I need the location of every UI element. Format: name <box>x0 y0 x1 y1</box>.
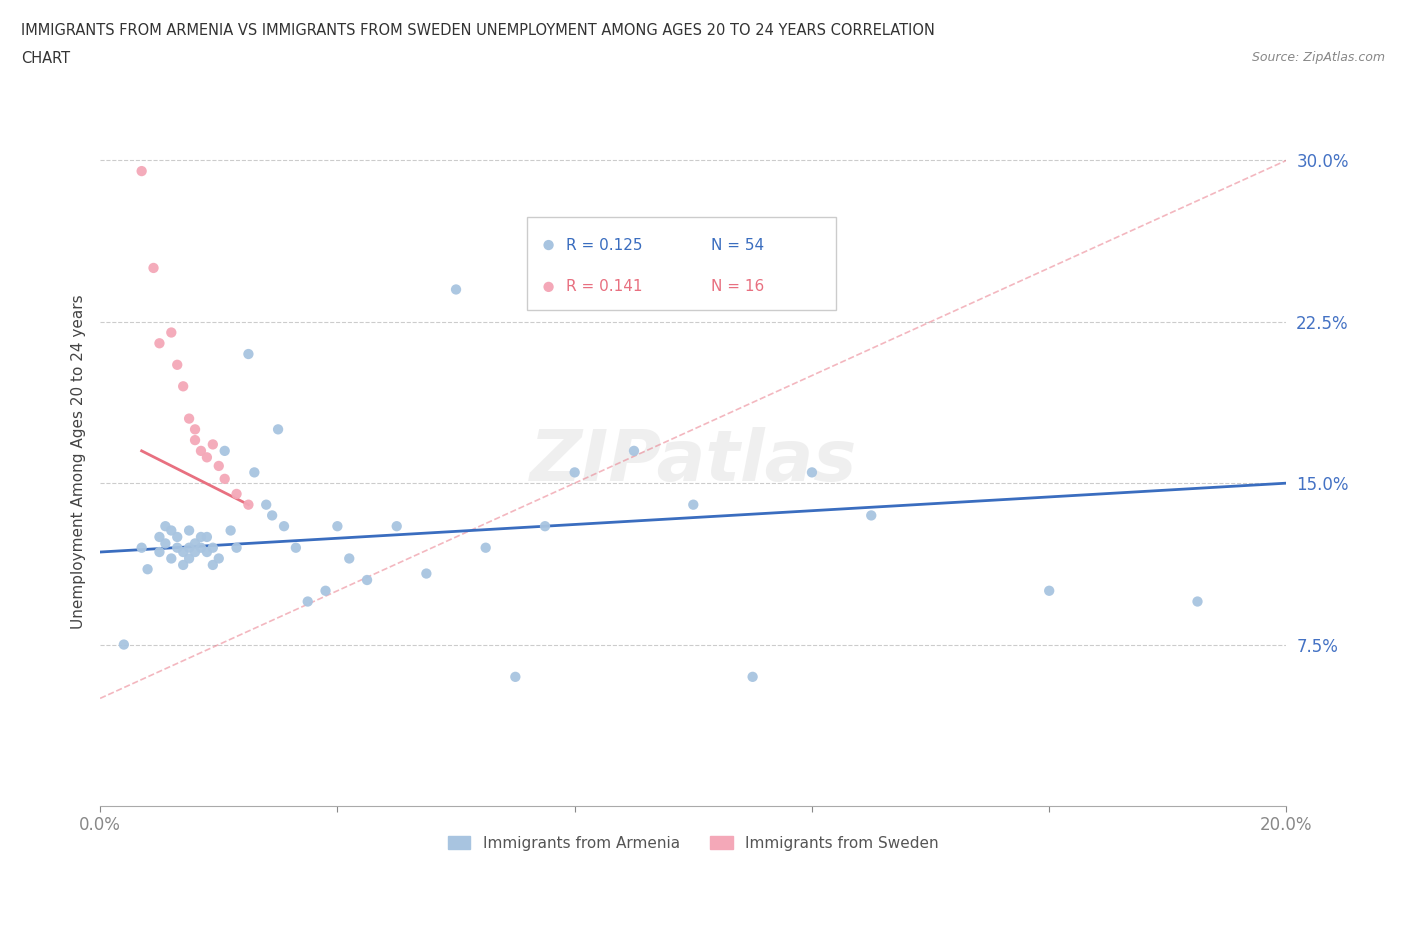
Point <box>254 498 277 512</box>
Point <box>201 437 224 452</box>
Point <box>166 357 188 372</box>
Point <box>623 444 645 458</box>
Point <box>195 529 218 544</box>
Point <box>195 450 218 465</box>
Point <box>225 486 247 501</box>
Text: N = 54: N = 54 <box>711 237 765 253</box>
Point <box>131 164 153 179</box>
Point <box>297 594 319 609</box>
Point <box>444 282 467 297</box>
Point <box>415 566 437 581</box>
Point <box>160 551 183 566</box>
Point <box>860 508 883 523</box>
Point <box>534 519 557 534</box>
Point <box>474 540 496 555</box>
Text: R = 0.125: R = 0.125 <box>567 237 643 253</box>
Point <box>238 347 260 362</box>
Point <box>356 573 378 588</box>
Text: Source: ZipAtlas.com: Source: ZipAtlas.com <box>1251 51 1385 64</box>
Point <box>273 519 295 534</box>
Point <box>337 551 360 566</box>
Point <box>148 529 170 544</box>
Point <box>172 379 194 393</box>
Point <box>284 540 307 555</box>
Point <box>166 529 188 544</box>
Point <box>177 540 200 555</box>
Point <box>385 519 408 534</box>
Point <box>172 557 194 572</box>
Point <box>201 540 224 555</box>
Point <box>160 523 183 538</box>
Point <box>1187 594 1209 609</box>
Legend: Immigrants from Armenia, Immigrants from Sweden: Immigrants from Armenia, Immigrants from… <box>441 830 945 857</box>
Text: ZIPatlas: ZIPatlas <box>530 427 858 496</box>
Point <box>225 540 247 555</box>
Point <box>190 444 212 458</box>
Point <box>136 562 159 577</box>
Point <box>1038 583 1060 598</box>
Point <box>564 465 586 480</box>
Point <box>238 498 260 512</box>
Point <box>190 529 212 544</box>
Point <box>148 336 170 351</box>
Text: IMMIGRANTS FROM ARMENIA VS IMMIGRANTS FROM SWEDEN UNEMPLOYMENT AMONG AGES 20 TO : IMMIGRANTS FROM ARMENIA VS IMMIGRANTS FR… <box>21 23 935 38</box>
Point <box>682 498 704 512</box>
Point <box>214 472 236 486</box>
Point <box>172 545 194 560</box>
Point <box>741 670 763 684</box>
Text: R = 0.141: R = 0.141 <box>567 279 643 295</box>
Point <box>148 545 170 560</box>
Point <box>214 444 236 458</box>
Point <box>195 545 218 560</box>
Point <box>201 557 224 572</box>
Point <box>243 465 266 480</box>
Point <box>267 422 290 437</box>
Y-axis label: Unemployment Among Ages 20 to 24 years: Unemployment Among Ages 20 to 24 years <box>72 294 86 629</box>
Point <box>184 536 207 551</box>
FancyBboxPatch shape <box>527 218 835 310</box>
Point <box>142 260 165 275</box>
Point <box>190 540 212 555</box>
Point <box>155 536 177 551</box>
Point <box>184 545 207 560</box>
Point <box>262 508 284 523</box>
Point <box>208 551 231 566</box>
Point <box>315 583 337 598</box>
Point <box>177 523 200 538</box>
Point <box>131 540 153 555</box>
Point <box>184 422 207 437</box>
Point <box>208 458 231 473</box>
Text: CHART: CHART <box>21 51 70 66</box>
Point <box>160 326 183 340</box>
Point <box>219 523 242 538</box>
Point <box>112 637 135 652</box>
Point <box>177 551 200 566</box>
Point <box>800 465 823 480</box>
Text: N = 16: N = 16 <box>711 279 765 295</box>
Point <box>537 237 560 252</box>
Point <box>155 519 177 534</box>
Point <box>537 279 560 294</box>
Point <box>166 540 188 555</box>
Point <box>505 670 527 684</box>
Point <box>184 432 207 447</box>
Point <box>177 411 200 426</box>
Point <box>326 519 349 534</box>
